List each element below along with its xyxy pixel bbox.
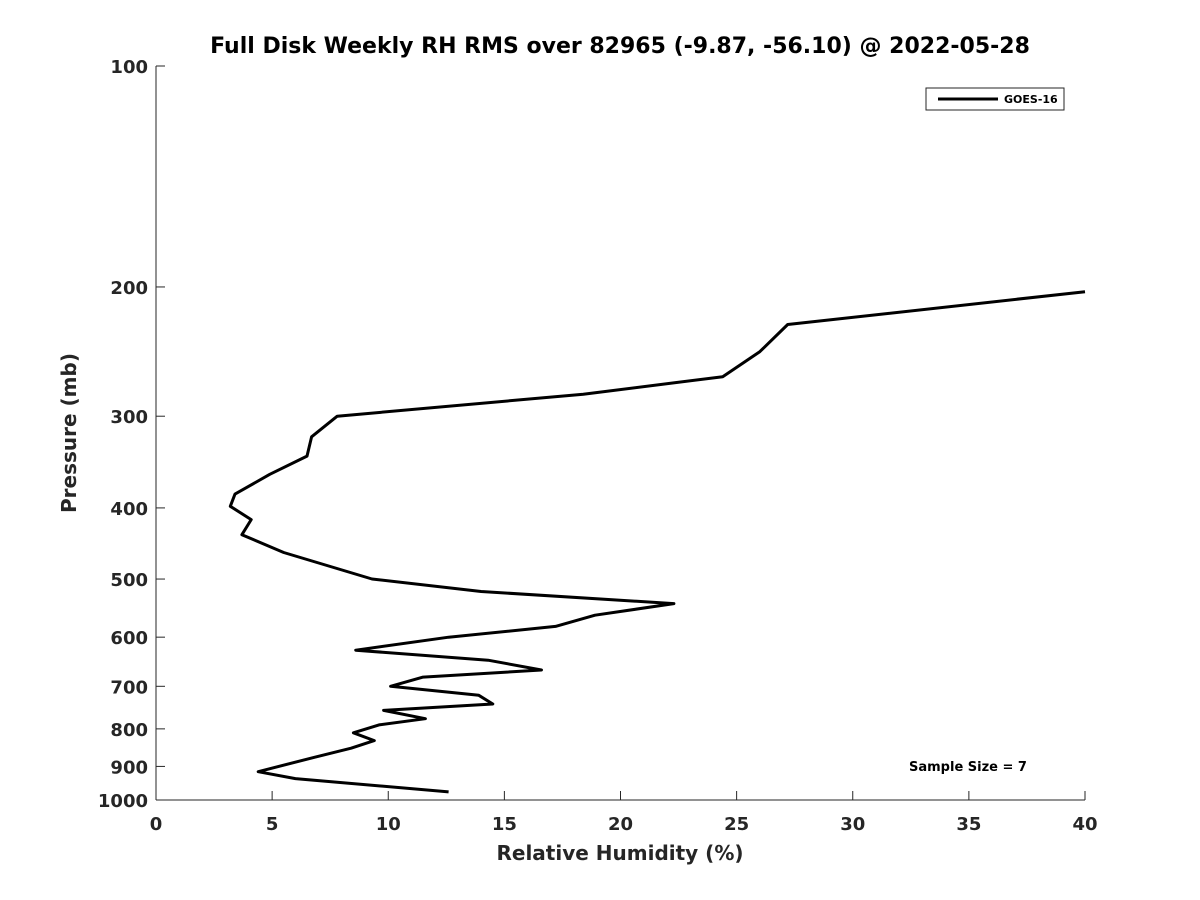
- sample-size-annotation: Sample Size = 7: [909, 760, 1027, 775]
- legend-label-goes-16: GOES-16: [1004, 93, 1058, 106]
- x-tick-label: 35: [956, 814, 981, 835]
- x-tick-label: 25: [724, 814, 749, 835]
- y-tick-label: 800: [110, 720, 148, 741]
- y-tick-label: 700: [110, 677, 148, 698]
- chart-title: Full Disk Weekly RH RMS over 82965 (-9.8…: [210, 34, 1030, 59]
- x-tick-label: 15: [492, 814, 517, 835]
- x-tick-label: 20: [608, 814, 633, 835]
- y-ticks: 100 200 300 400 500 600 700 800 900 1000: [98, 57, 165, 812]
- series-line-goes-16: [228, 290, 1086, 794]
- x-ticks: 0 5 10 15 20 25 30 35 40: [150, 791, 1098, 835]
- series-group: [228, 290, 1086, 794]
- x-tick-label: 30: [840, 814, 865, 835]
- plot-area: [155, 66, 1085, 801]
- y-tick-label: 100: [110, 57, 148, 78]
- y-tick-label: 600: [110, 628, 148, 649]
- x-tick-label: 5: [266, 814, 279, 835]
- y-axis-label: Pressure (mb): [57, 353, 81, 513]
- legend: GOES-16: [925, 87, 1065, 111]
- y-tick-label: 200: [110, 278, 148, 299]
- y-tick-label: 900: [110, 757, 148, 778]
- x-tick-label: 40: [1072, 814, 1097, 835]
- x-tick-label: 10: [376, 814, 401, 835]
- y-tick-label: 300: [110, 407, 148, 428]
- y-tick-label: 400: [110, 499, 148, 520]
- y-tick-label: 1000: [98, 791, 148, 812]
- y-tick-label: 500: [110, 570, 148, 591]
- x-tick-label: 0: [150, 814, 163, 835]
- x-axis-label: Relative Humidity (%): [496, 841, 743, 865]
